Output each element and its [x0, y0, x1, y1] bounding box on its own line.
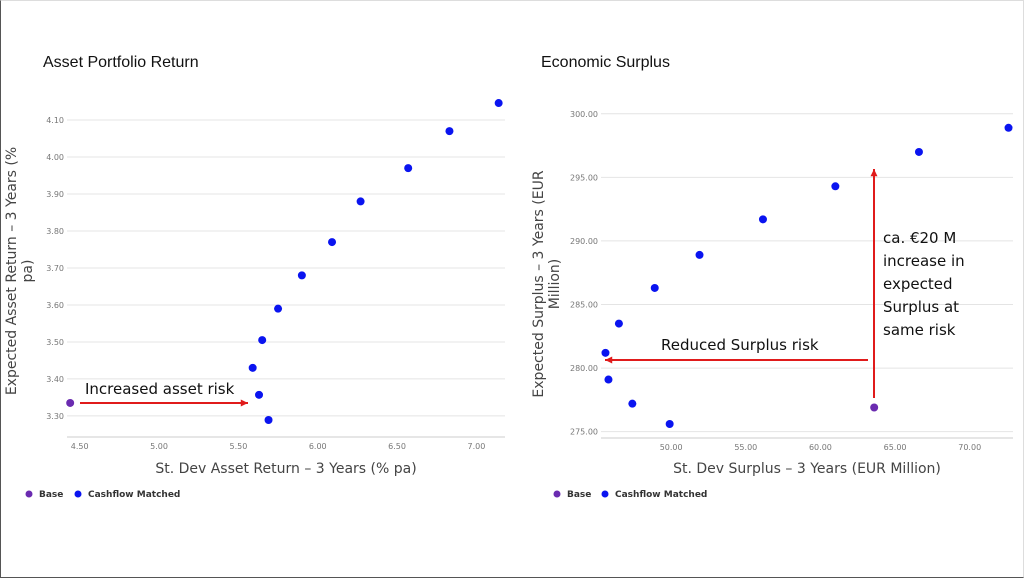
cashflow-matched-point: [665, 420, 674, 429]
y-tick-label: 4.10: [46, 116, 64, 125]
x-tick-label: 4.50: [71, 442, 89, 451]
legend-marker: [74, 490, 82, 498]
cashflow-matched-point: [601, 348, 610, 357]
cashflow-matched-point: [264, 415, 273, 424]
cashflow-matched-point: [404, 164, 413, 173]
legend-label: Base: [567, 490, 591, 500]
y-tick-label: 3.70: [46, 264, 64, 273]
annotation-increased-asset-risk: Increased asset risk: [85, 380, 235, 398]
y-tick-label: 275.00: [570, 428, 598, 437]
y-tick-label: 3.90: [46, 190, 64, 199]
cashflow-matched-point: [695, 250, 704, 259]
x-tick-label: 5.50: [229, 442, 247, 451]
y-tick-label: 285.00: [570, 301, 598, 310]
annotation-surplus-increase: expected: [883, 275, 952, 293]
reduced-risk-arrow-head: [605, 356, 613, 364]
legend-label: Base: [39, 490, 63, 500]
x-tick-label: 65.00: [884, 443, 907, 452]
annotation-reduced-surplus-risk: Reduced Surplus risk: [661, 336, 819, 354]
x-tick-label: 6.50: [388, 442, 406, 451]
legend-marker: [25, 490, 33, 498]
increased-risk-arrow-head: [240, 399, 248, 407]
cashflow-matched-point: [1004, 123, 1013, 132]
cashflow-matched-point: [258, 336, 267, 345]
y-tick-label: 3.80: [46, 227, 64, 236]
legend-label: Cashflow Matched: [615, 490, 707, 500]
annotation-surplus-increase: same risk: [883, 321, 956, 339]
x-tick-label: 6.00: [309, 442, 327, 451]
chart-title-asset-portfolio-return: Asset Portfolio Return: [43, 54, 199, 71]
x-axis-label: St. Dev Surplus – 3 Years (EUR Million): [673, 461, 941, 477]
legend-label: Cashflow Matched: [88, 490, 180, 500]
cashflow-matched-point: [758, 215, 767, 224]
x-tick-label: 55.00: [734, 443, 757, 452]
cashflow-matched-point: [494, 99, 503, 108]
y-axis-label: Million): [547, 259, 563, 310]
x-tick-label: 60.00: [809, 443, 832, 452]
y-tick-label: 300.00: [570, 110, 598, 119]
y-tick-label: 3.30: [46, 412, 64, 421]
cashflow-matched-point: [445, 127, 454, 136]
cashflow-matched-point: [297, 271, 306, 280]
cashflow-matched-point: [248, 363, 257, 372]
cashflow-matched-point: [914, 147, 923, 156]
x-tick-label: 7.00: [468, 442, 486, 451]
cashflow-matched-point: [356, 197, 365, 206]
x-axis-label: St. Dev Asset Return – 3 Years (% pa): [155, 461, 416, 477]
cashflow-matched-point: [831, 182, 840, 191]
annotation-surplus-increase: increase in: [883, 252, 965, 270]
cashflow-matched-point: [614, 319, 623, 328]
y-axis-label: pa): [20, 260, 36, 283]
cashflow-matched-point: [604, 375, 613, 384]
annotation-surplus-increase: Surplus at: [883, 298, 959, 316]
cashflow-matched-point: [650, 283, 659, 292]
y-tick-label: 4.00: [46, 153, 64, 162]
y-tick-label: 3.40: [46, 375, 64, 384]
base-point: [870, 403, 879, 412]
cashflow-matched-point: [328, 238, 337, 247]
y-axis-label: Expected Asset Return – 3 Years (%: [4, 147, 20, 395]
y-tick-label: 290.00: [570, 237, 598, 246]
y-tick-label: 295.00: [570, 173, 598, 182]
x-tick-label: 50.00: [660, 443, 683, 452]
y-tick-label: 3.60: [46, 301, 64, 310]
base-point: [66, 398, 75, 407]
y-axis-label: Expected Surplus – 3 Years (EUR: [531, 170, 547, 397]
y-tick-label: 3.50: [46, 338, 64, 347]
legend-marker: [601, 490, 609, 498]
legend-marker: [553, 490, 561, 498]
cashflow-matched-point: [255, 390, 264, 399]
y-tick-label: 280.00: [570, 364, 598, 373]
x-tick-label: 70.00: [958, 443, 981, 452]
surplus-increase-arrow-head: [870, 169, 878, 177]
x-tick-label: 5.00: [150, 442, 168, 451]
cashflow-matched-point: [628, 399, 637, 408]
chart-title-economic-surplus: Economic Surplus: [541, 54, 670, 71]
cashflow-matched-point: [274, 304, 283, 313]
annotation-surplus-increase: ca. €20 M: [883, 229, 956, 247]
